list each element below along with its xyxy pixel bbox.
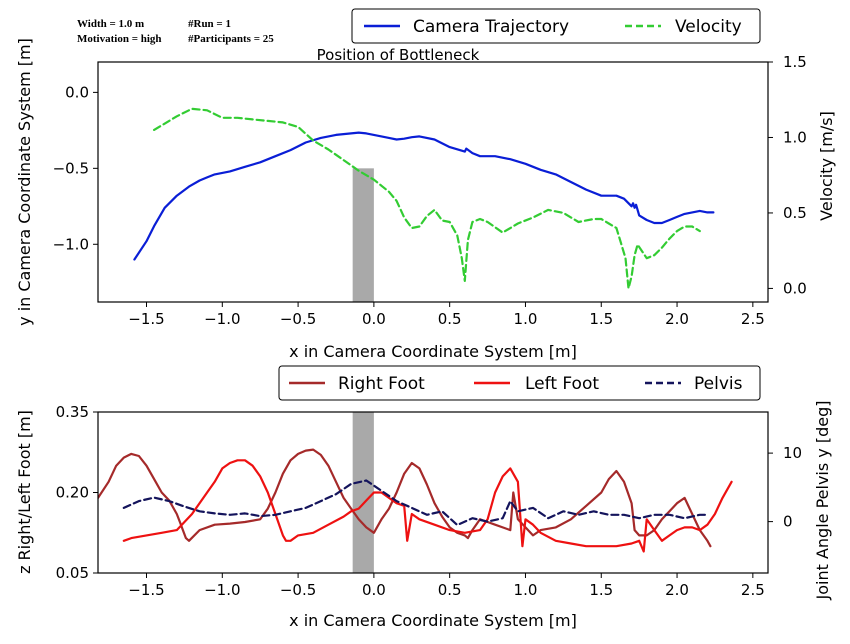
bottom-legend: Right Foot Left Foot Pelvis <box>278 365 761 401</box>
chart-title: Position of Bottleneck <box>317 46 480 64</box>
legend-left-foot-label: Left Foot <box>525 374 599 394</box>
x-tick-label: 1.5 <box>589 581 613 599</box>
top-y-axis-label: y in Camera Coordinate System [m] <box>15 38 34 326</box>
y-tick-label: −0.5 <box>53 159 89 177</box>
x-tick-label: 1.0 <box>514 581 538 599</box>
bottom-legend-box <box>278 365 761 401</box>
x-tick-label: −0.5 <box>280 310 316 328</box>
top-legend: Camera Trajectory Velocity <box>351 8 761 44</box>
x-tick-label: 0.0 <box>362 581 386 599</box>
x-tick-label: −1.5 <box>128 581 164 599</box>
left-foot-line <box>122 459 733 553</box>
top-y2-axis-label: Velocity [m/s] <box>817 111 836 221</box>
top-x-axis-label: x in Camera Coordinate System [m] <box>289 342 577 361</box>
y-tick-label: −1.0 <box>53 235 89 253</box>
x-tick-label: −0.5 <box>280 581 316 599</box>
bottom-y-axis-label: z Right/Left Foot [m] <box>15 410 34 574</box>
camera-trajectory-line <box>133 131 715 261</box>
y2-tick-label: 1.0 <box>783 128 807 146</box>
y2-tick-label: 1.5 <box>783 53 807 71</box>
y2-tick-label: 0.5 <box>783 204 807 222</box>
info-motivation: Motivation = high <box>77 33 162 45</box>
info-block: Width = 1.0 m #Run = 1 Motivation = high… <box>77 18 274 45</box>
x-tick-label: 2.5 <box>741 581 765 599</box>
x-tick-label: −1.0 <box>204 581 240 599</box>
top-series-group <box>133 107 715 290</box>
top-y2-ticks: 1.5 1.0 0.5 0.0 <box>768 53 807 297</box>
info-participants: #Participants = 25 <box>188 33 274 45</box>
x-tick-label: −1.5 <box>128 310 164 328</box>
legend-camera-label: Camera Trajectory <box>413 17 569 37</box>
velocity-line <box>153 107 701 290</box>
info-run: #Run = 1 <box>188 18 231 30</box>
pelvis-line <box>122 479 709 527</box>
x-tick-label: −1.0 <box>204 310 240 328</box>
x-tick-label: 0.0 <box>362 310 386 328</box>
x-tick-label: 0.5 <box>438 310 462 328</box>
x-tick-label: 0.5 <box>438 581 462 599</box>
top-panel: Position of Bottleneck −1.5 −1.0 −0.5 0.0 0.… <box>15 8 836 361</box>
legend-velocity-label: Velocity <box>675 17 742 37</box>
right-foot-line <box>98 448 712 548</box>
bottleneck-bar <box>352 412 374 573</box>
bottom-y-ticks: 0.35 0.20 0.05 <box>56 403 98 582</box>
legend-pelvis-label: Pelvis <box>694 374 743 394</box>
bottom-series-group <box>98 448 733 553</box>
y-tick-label: 0.20 <box>56 484 89 502</box>
top-plot-frame <box>97 61 769 303</box>
top-y-ticks: 0.0 −0.5 −1.0 <box>53 83 98 253</box>
y2-tick-label: 0 <box>783 513 793 531</box>
y-tick-label: 0.0 <box>65 83 89 101</box>
top-x-ticks: −1.5 −1.0 −0.5 0.0 0.5 1.0 1.5 2.0 2.5 <box>128 302 765 328</box>
bottleneck-bar <box>352 168 374 302</box>
x-tick-label: 1.0 <box>514 310 538 328</box>
x-tick-label: 1.5 <box>589 310 613 328</box>
legend-right-foot-label: Right Foot <box>338 374 425 394</box>
bottom-y2-axis-label: Joint Angle Pelvis y [deg] <box>813 401 832 601</box>
bottom-y2-ticks: 10 0 <box>768 444 802 531</box>
y-tick-label: 0.35 <box>56 403 89 421</box>
y2-tick-label: 10 <box>783 444 802 462</box>
info-width: Width = 1.0 m <box>77 18 144 30</box>
x-tick-label: 2.5 <box>741 310 765 328</box>
x-tick-label: 2.0 <box>665 310 689 328</box>
y-tick-label: 0.05 <box>56 564 89 582</box>
y2-tick-label: 0.0 <box>783 279 807 297</box>
bottom-x-axis-label: x in Camera Coordinate System [m] <box>289 611 577 630</box>
bottom-x-ticks: −1.5 −1.0 −0.5 0.0 0.5 1.0 1.5 2.0 2.5 <box>128 573 765 599</box>
top-legend-box <box>351 8 761 44</box>
x-tick-label: 2.0 <box>665 581 689 599</box>
bottom-plot-frame <box>97 411 769 574</box>
bottom-panel: −1.5 −1.0 −0.5 0.0 0.5 1.0 1.5 2.0 2.5 0.350.200… <box>15 365 832 630</box>
